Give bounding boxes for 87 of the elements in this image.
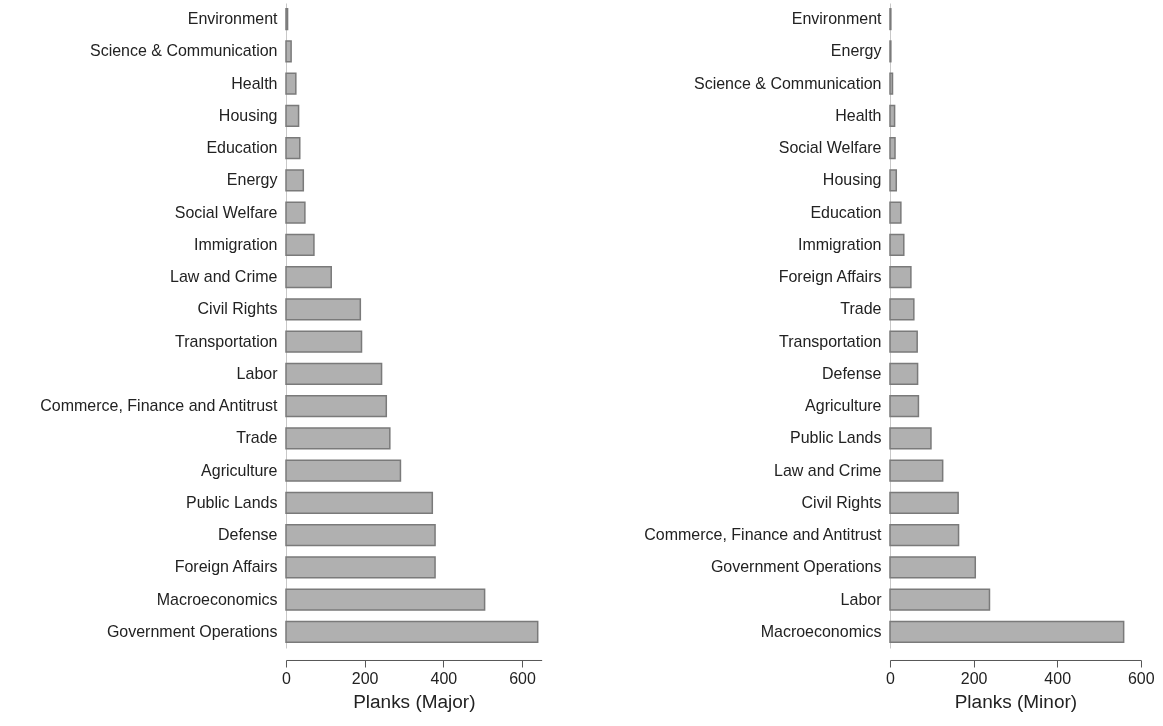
y-tick-label: Macroeconomics (760, 622, 882, 640)
x-tick-label: 600 (509, 670, 536, 688)
y-tick-label: Trade (236, 429, 278, 447)
y-tick-label: Trade (840, 300, 882, 318)
bar (285, 298, 362, 321)
y-tick-label: Health (835, 106, 882, 124)
y-tick-label: Housing (218, 106, 278, 124)
bar (285, 40, 292, 63)
bar (285, 620, 539, 643)
bar (889, 427, 932, 450)
bar (285, 169, 305, 192)
bar (285, 330, 363, 353)
bar (285, 588, 486, 611)
bar (889, 524, 960, 547)
y-tick-label: Government Operations (710, 558, 882, 576)
y-tick-label: Government Operations (106, 622, 278, 640)
y-tick-label: Public Lands (789, 429, 882, 447)
y-tick-label: Commerce, Finance and Antitrust (644, 526, 883, 544)
bar (889, 459, 944, 482)
y-tick-label: Defense (821, 364, 882, 382)
x-tick-label: 0 (886, 670, 896, 688)
y-tick-label: Civil Rights (197, 300, 278, 318)
bar (889, 620, 1125, 643)
y-tick-label: Education (810, 203, 882, 221)
y-tick-label: Defense (217, 526, 278, 544)
y-tick-label: Agriculture (805, 397, 882, 415)
y-tick-label: Commerce, Finance and Antitrust (40, 397, 279, 415)
bar (889, 395, 920, 418)
y-tick-label: Foreign Affairs (778, 268, 882, 286)
bar (889, 491, 959, 514)
x-tick-label: 0 (282, 670, 292, 688)
bar (285, 524, 436, 547)
bar (285, 266, 332, 289)
bar (285, 556, 436, 579)
bar (889, 104, 896, 127)
bar (889, 330, 918, 353)
bar (285, 72, 297, 95)
bar (285, 104, 300, 127)
bar (889, 137, 896, 160)
bar (889, 266, 912, 289)
bar (889, 233, 905, 256)
y-tick-label: Environment (187, 10, 279, 28)
bar (889, 298, 915, 321)
y-tick-label: Science & Communication (694, 74, 882, 92)
x-tick-label: 200 (351, 670, 379, 688)
bar (285, 362, 383, 385)
y-tick-label: Environment (791, 10, 883, 28)
x-axis-title: Planks (Minor) (954, 691, 1078, 713)
x-tick-label: 400 (1044, 670, 1072, 688)
bar (285, 459, 402, 482)
y-tick-label: Energy (830, 42, 882, 60)
y-tick-label: Social Welfare (174, 203, 278, 221)
bar (285, 395, 388, 418)
x-tick-label: 600 (1127, 670, 1155, 688)
bar (889, 588, 991, 611)
y-tick-label: Immigration (194, 235, 278, 253)
y-tick-label: Public Lands (185, 493, 278, 511)
bar (285, 427, 391, 450)
x-tick-label: 400 (430, 670, 458, 688)
bar (889, 72, 894, 95)
y-tick-label: Immigration (798, 235, 882, 253)
y-tick-label: Housing (822, 171, 882, 189)
y-tick-label: Transportation (779, 332, 882, 350)
y-tick-label: Foreign Affairs (174, 558, 278, 576)
bar (889, 201, 902, 224)
y-tick-label: Science & Communication (90, 42, 278, 60)
y-tick-label: Agriculture (201, 461, 278, 479)
y-tick-label: Energy (226, 171, 278, 189)
y-tick-label: Transportation (175, 332, 278, 350)
y-tick-label: Macroeconomics (156, 590, 278, 608)
bar (285, 137, 301, 160)
y-tick-label: Labor (236, 364, 279, 382)
y-tick-label: Education (206, 139, 278, 157)
y-tick-label: Social Welfare (778, 139, 882, 157)
y-tick-label: Law and Crime (170, 268, 278, 286)
y-tick-label: Civil Rights (801, 493, 882, 511)
bar (285, 491, 434, 514)
y-tick-label: Law and Crime (774, 461, 882, 479)
x-axis-title: Planks (Major) (353, 691, 476, 713)
y-tick-label: Health (231, 74, 278, 92)
bar (285, 233, 315, 256)
x-tick-label: 200 (960, 670, 988, 688)
bar (889, 362, 919, 385)
bar (285, 201, 306, 224)
bar (889, 169, 898, 192)
y-tick-label: Labor (840, 590, 883, 608)
bar (889, 556, 977, 579)
